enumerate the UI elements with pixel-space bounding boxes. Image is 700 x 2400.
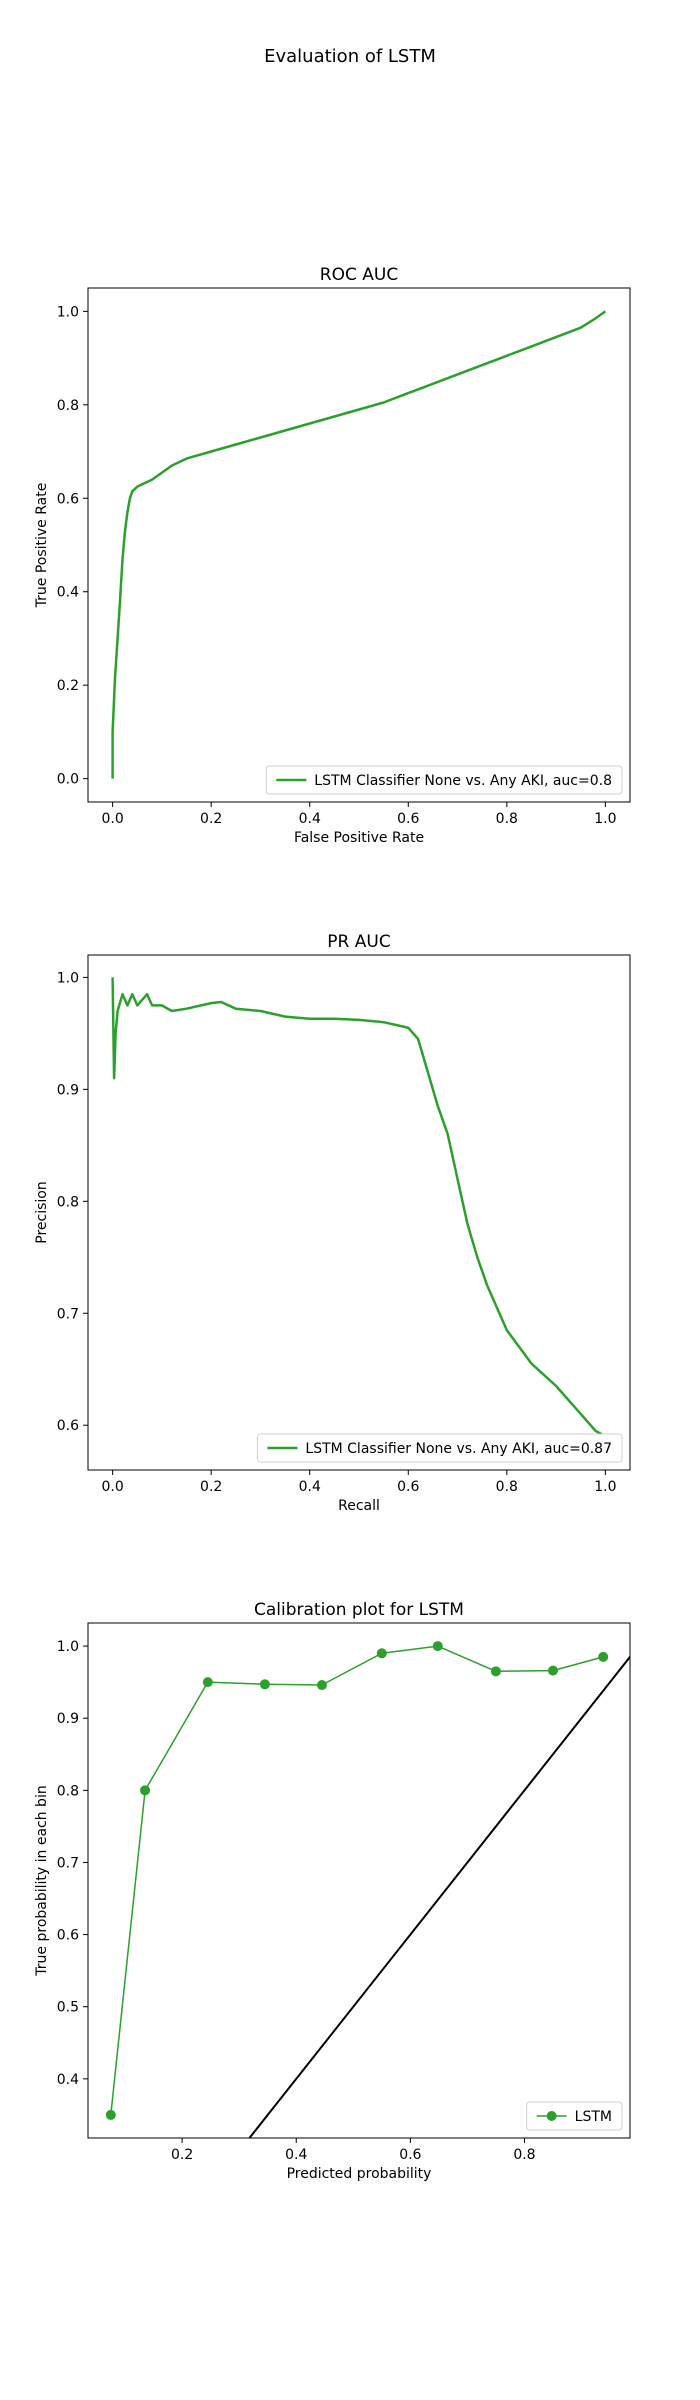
legend-box	[526, 2101, 623, 2131]
chart-title: ROC AUC	[320, 265, 398, 285]
x-tick-label: 0.0	[102, 1479, 124, 1495]
series-point	[259, 1679, 270, 1690]
y-tick-label: 0.0	[57, 772, 79, 788]
y-tick-label: 0.9	[57, 1711, 79, 1727]
y-tick-label: 0.8	[57, 1783, 79, 1799]
plot-area	[105, 1641, 630, 2138]
chart-title: PR AUC	[327, 932, 390, 952]
x-axis-label: False Positive Rate	[294, 830, 424, 846]
x-tick-label: 0.8	[496, 811, 518, 827]
legend: LSTM Classifier None vs. Any AKI, auc=0.…	[256, 1433, 623, 1463]
series-point	[432, 1641, 443, 1652]
x-tick-label: 0.2	[200, 811, 222, 827]
series-point	[316, 1680, 327, 1691]
series-point	[547, 1665, 558, 1676]
plot-frame	[87, 287, 631, 803]
series-point	[490, 1666, 501, 1677]
perfect-calibration-line	[248, 1655, 630, 2138]
plot-area	[111, 310, 607, 779]
legend-box	[265, 765, 623, 795]
y-axis-label: True Positive Rate	[34, 483, 50, 609]
y-tick-label: 0.6	[57, 491, 79, 507]
y-tick-label: 0.4	[57, 585, 79, 601]
y-tick-label: 0.8	[57, 398, 79, 414]
series-point	[598, 1651, 609, 1662]
y-tick-label: 0.6	[57, 1418, 79, 1434]
x-axis-label: Recall	[338, 1498, 380, 1514]
y-tick-label: 0.6	[57, 1928, 79, 1944]
x-tick-label: 1.0	[594, 1479, 616, 1495]
x-tick-label: 0.0	[102, 811, 124, 827]
y-tick-label: 0.7	[57, 1855, 79, 1871]
series-point	[140, 1785, 151, 1796]
y-tick-label: 0.5	[57, 2000, 79, 2016]
y-axis-label: Precision	[34, 1181, 50, 1243]
y-tick-label: 0.8	[57, 1194, 79, 1210]
y-tick-label: 0.7	[57, 1306, 79, 1322]
y-axis-label: True probability in each bin	[34, 1785, 50, 1976]
x-tick-label: 1.0	[594, 811, 616, 827]
x-tick-label: 0.6	[397, 811, 419, 827]
y-tick-label: 1.0	[57, 1639, 79, 1655]
plot-frame	[87, 1622, 631, 2139]
legend-label: LSTM Classifier None vs. Any AKI, auc=0.…	[305, 1441, 612, 1457]
legend-label: LSTM	[575, 2109, 612, 2125]
x-tick-label: 0.4	[285, 2147, 307, 2163]
legend-box	[256, 1433, 623, 1463]
series-line	[110, 1645, 604, 2115]
y-tick-label: 0.9	[57, 1082, 79, 1098]
series-point	[376, 1648, 387, 1659]
series-point	[105, 2109, 116, 2120]
chart-title: Calibration plot for LSTM	[254, 1600, 464, 1620]
x-tick-label: 0.8	[496, 1479, 518, 1495]
y-tick-label: 1.0	[57, 304, 79, 320]
chart-panel-1: ROC AUC 0.0 0.2 0.4 0.6 0.8 1.0 0.0 0.2 0.4 0.6 0.8…	[34, 265, 631, 846]
legend: LSTM Classifier None vs. Any AKI, auc=0.…	[265, 765, 623, 795]
x-tick-label: 0.6	[397, 1479, 419, 1495]
x-tick-label: 0.4	[299, 811, 321, 827]
y-tick-label: 0.4	[57, 2072, 79, 2088]
figure-title: Evaluation of LSTM	[264, 46, 436, 67]
chart-panel-3: Calibration plot for LSTM 0.2 0.4 0.6 0.8 0.4…	[34, 1600, 631, 2182]
y-tick-label: 1.0	[57, 970, 79, 986]
series-line	[111, 977, 607, 1438]
x-tick-label: 0.6	[399, 2147, 421, 2163]
plot-frame	[87, 954, 631, 1471]
series-line	[111, 310, 607, 779]
x-axis-label: Predicted probability	[287, 2166, 432, 2182]
legend-label: LSTM Classifier None vs. Any AKI, auc=0.…	[314, 773, 612, 789]
series-point	[202, 1677, 213, 1688]
x-tick-label: 0.8	[513, 2147, 535, 2163]
plot-area	[111, 977, 607, 1438]
legend: LSTM	[526, 2101, 623, 2131]
y-tick-label: 0.2	[57, 678, 79, 694]
x-tick-label: 0.2	[171, 2147, 193, 2163]
chart-panel-2: PR AUC 0.0 0.2 0.4 0.6 0.8 1.0 0.6 0.7 0.8 0.9 1.0 R…	[34, 932, 631, 1514]
x-tick-label: 0.2	[200, 1479, 222, 1495]
x-tick-label: 0.4	[299, 1479, 321, 1495]
chart-panels: ROC AUC 0.0 0.2 0.4 0.6 0.8 1.0 0.0 0.2 0.4 0.6 0.8…	[34, 265, 631, 2182]
legend-marker	[546, 2111, 557, 2121]
